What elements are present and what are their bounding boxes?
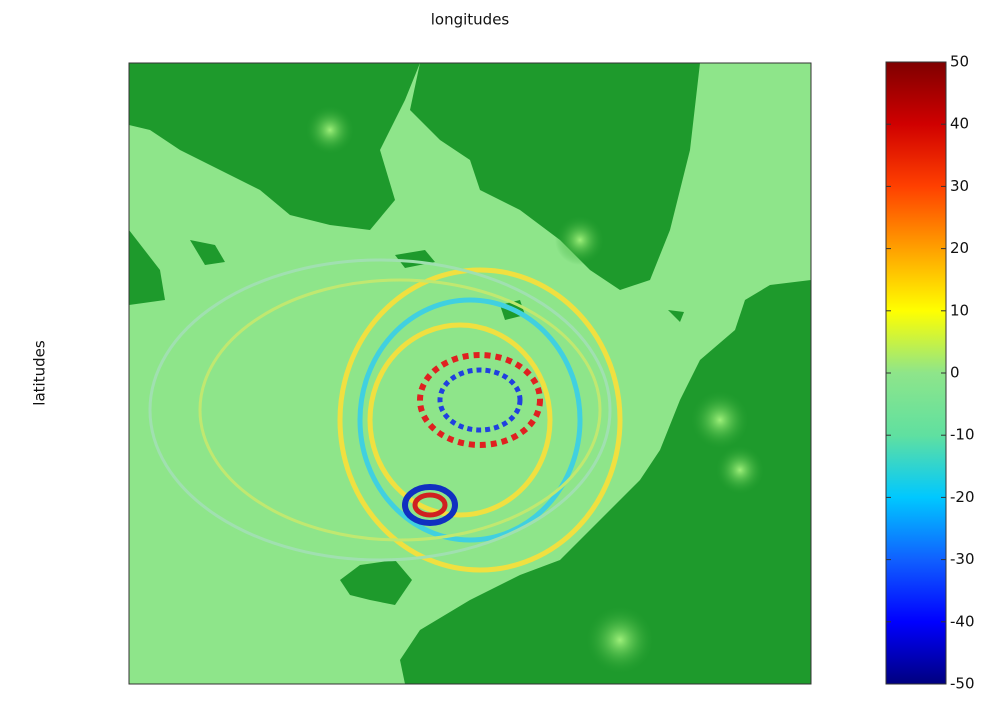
colorbar-tick-label: 10 xyxy=(950,301,969,319)
map xyxy=(129,63,811,684)
chart: longitudes latitudes -50-40-30-20-1001 xyxy=(0,0,991,698)
colorbar-tick-label: 0 xyxy=(950,364,960,382)
y-axis-label: latitudes xyxy=(31,340,49,406)
colorbar-tick-label: 40 xyxy=(950,115,969,133)
x-axis-label: longitudes xyxy=(431,11,510,29)
colorbar-tick-label: 30 xyxy=(950,177,969,195)
colorbar-tick-label: -50 xyxy=(950,675,975,693)
colorbar-tick-label: -40 xyxy=(950,612,975,630)
colorbar-tick-label: -10 xyxy=(950,426,975,444)
colorbar xyxy=(886,62,946,684)
colorbar-tick-label: 50 xyxy=(950,53,969,71)
colorbar-tick-label: -30 xyxy=(950,550,975,568)
colorbar-tick-label: -20 xyxy=(950,488,975,506)
colorbar-tick-label: 20 xyxy=(950,239,969,257)
